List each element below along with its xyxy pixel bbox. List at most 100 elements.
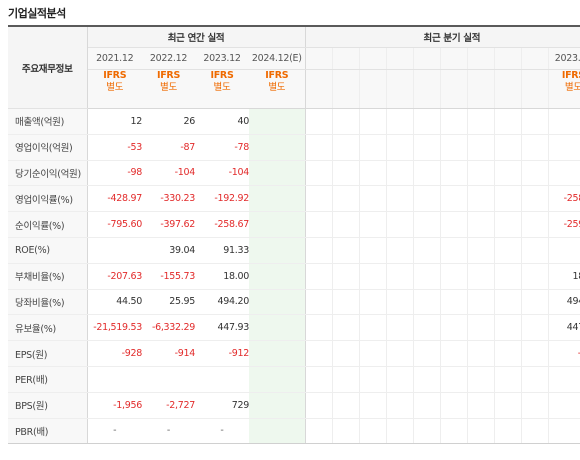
quarter-empty (359, 418, 387, 445)
annual-value: 18.00 (195, 262, 249, 290)
annual-value (249, 392, 306, 419)
period-annual-0: 2021.12 (87, 47, 142, 70)
quarter-empty (521, 237, 549, 264)
quarter-empty (494, 108, 522, 135)
annual-value (195, 366, 249, 393)
quarter-empty (440, 366, 468, 393)
ifrs-row: IFRS별도IFRS별도IFRS별도IFRS별도IFRS별도 (8, 69, 580, 109)
annual-value (87, 366, 142, 393)
quarter-empty (521, 289, 549, 316)
ifrs-annual-1: IFRS 별도 (142, 69, 195, 109)
quarter-empty (440, 108, 468, 135)
period-quarter-last: 2023.12 (548, 47, 580, 70)
ifrs-quarter-empty (494, 69, 522, 109)
quarter-empty (413, 392, 441, 419)
ifrs-quarter-empty (359, 69, 387, 109)
period-quarter-empty (440, 47, 468, 70)
annual-value: 44.50 (87, 289, 142, 316)
annual-value: -207.63 (87, 262, 142, 290)
quarter-empty (386, 185, 414, 213)
annual-value (249, 134, 306, 161)
ifrs-quarter-empty (332, 69, 360, 109)
period-annual-1: 2022.12 (142, 47, 195, 70)
annual-value: 494.20 (195, 289, 249, 316)
annual-value (249, 289, 306, 316)
annual-value: -78 (195, 134, 249, 161)
quarter-empty (467, 185, 495, 213)
quarter-empty (494, 314, 522, 342)
quarter-empty (494, 211, 522, 238)
quarter-empty (332, 314, 360, 342)
annual-value (249, 237, 306, 264)
quarter-empty (359, 237, 387, 264)
quarter-empty (359, 108, 387, 135)
row-label: 영업이익(억원) (8, 134, 88, 161)
quarter-empty (386, 108, 414, 135)
quarter-empty (521, 340, 549, 367)
quarter-empty (440, 340, 468, 367)
financial-table: 주요재무정보 최근 연간 실적 최근 분기 실적 2021.12 2022.12 2… (8, 25, 580, 445)
quarter-empty (386, 418, 414, 445)
ifrs-quarter-empty (305, 69, 333, 109)
quarter-empty (440, 134, 468, 161)
period-annual-2: 2023.12 (195, 47, 249, 70)
quarter-empty (332, 366, 360, 393)
quarter-value: 729 (548, 392, 580, 419)
ifrs-quarter-empty (521, 69, 549, 109)
annual-value (249, 108, 306, 135)
quarter-empty (359, 160, 387, 187)
row-label: 유보율(%) (8, 314, 88, 342)
quarter-empty (332, 185, 360, 213)
ifrs-annual-3: IFRS 별도 (249, 69, 306, 109)
table-row: 영업이익률(%)-428.97-330.23-192.92 -258.68 (8, 185, 580, 213)
row-label: 당기순이익(억원) (8, 160, 88, 187)
quarter-empty (467, 314, 495, 342)
ifrs-sub-label: 별도 (213, 82, 231, 93)
table-row: BPS(원)-1,956-2,727729729 (8, 392, 580, 419)
row-label: BPS(원) (8, 392, 88, 419)
quarter-empty (467, 160, 495, 187)
quarter-empty (521, 211, 549, 238)
quarter-empty (494, 237, 522, 264)
quarter-value: -259.39 (548, 211, 580, 238)
annual-value: 25.95 (142, 289, 195, 316)
period-quarter-empty (494, 47, 522, 70)
period-quarter-empty (386, 47, 414, 70)
quarter-empty (413, 340, 441, 367)
annual-value: 447.93 (195, 314, 249, 342)
quarter-empty (413, 134, 441, 161)
quarter-empty (521, 108, 549, 135)
quarter-empty (494, 262, 522, 290)
annual-value: 26 (142, 108, 195, 135)
annual-value: -912 (195, 340, 249, 367)
quarter-value (548, 418, 580, 445)
table-row: 영업이익(억원)-53-87-78 -28 (8, 134, 580, 161)
annual-value (87, 237, 142, 264)
annual-value: -914 (142, 340, 195, 367)
quarter-empty (521, 134, 549, 161)
quarter-empty (332, 211, 360, 238)
quarter-empty (359, 366, 387, 393)
quarter-value: -29 (548, 160, 580, 187)
ifrs-sub-label: 별도 (160, 82, 177, 93)
period-quarter-empty (467, 47, 495, 70)
quarter-empty (494, 160, 522, 187)
quarter-empty (467, 134, 495, 161)
quarter-empty (359, 262, 387, 290)
table-row: ROE(%) 39.04 91.33 (8, 237, 580, 264)
quarter-empty (440, 160, 468, 187)
quarter-empty (440, 392, 468, 419)
annual-value (249, 211, 306, 238)
quarter-empty (467, 366, 495, 393)
annual-value: -21,519.53 (87, 314, 142, 342)
annual-value: -53 (87, 134, 142, 161)
ifrs-quarter-empty (386, 69, 414, 109)
quarter-value: -258.68 (548, 185, 580, 213)
quarter-empty (359, 211, 387, 238)
annual-value: 40 (195, 108, 249, 135)
quarter-empty (386, 314, 414, 342)
